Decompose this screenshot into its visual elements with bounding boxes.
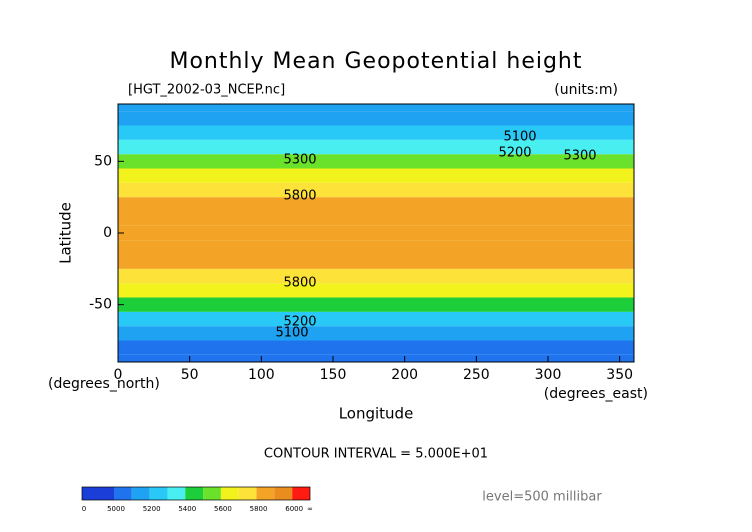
contour-label: 5200 (283, 315, 316, 330)
x-tick-label: 300 (535, 367, 562, 383)
x-tick-label: 350 (606, 367, 633, 383)
height-band (118, 154, 634, 169)
height-band (118, 268, 634, 284)
y-unit-label: (degrees_north) (48, 376, 160, 392)
height-band (118, 139, 634, 155)
height-band (118, 104, 634, 112)
contour-label: 5300 (283, 153, 316, 168)
height-band (118, 197, 634, 212)
x-tick-label: 0 (114, 367, 123, 383)
colorbar-box (274, 487, 293, 500)
level-label: level=500 millibar (482, 490, 602, 505)
x-tick-label: 250 (463, 367, 490, 383)
y-tick-label: -50 (89, 297, 112, 313)
x-axis-label: Longitude (339, 405, 414, 423)
contour-label: 5100 (275, 326, 308, 341)
colorbar-box (167, 487, 186, 500)
colorbar-box (238, 487, 257, 500)
height-band (118, 340, 634, 355)
x-tick-label: 200 (391, 367, 418, 383)
y-tick-label: 50 (94, 153, 112, 169)
height-band (118, 111, 634, 126)
x-tick-label: 50 (181, 367, 199, 383)
height-band (118, 354, 634, 362)
colorbar-tick-label: 5200 (143, 505, 161, 513)
contour-label: 5800 (283, 189, 316, 204)
y-tick-label: 0 (103, 225, 112, 241)
height-band (118, 225, 634, 241)
contour-label: 5200 (498, 146, 531, 161)
contour-label: 5100 (503, 130, 536, 145)
colorbar-box (256, 487, 275, 500)
colorbar-box (131, 487, 150, 500)
colorbar-box (292, 487, 310, 500)
height-band (118, 182, 634, 198)
colorbar-tick-label: 5600 (214, 505, 232, 513)
height-band (118, 168, 634, 183)
y-axis-label: Latitude (57, 202, 75, 264)
height-band (118, 326, 634, 341)
x-tick-label: 100 (248, 367, 275, 383)
contour-interval: CONTOUR INTERVAL = 5.000E+01 (264, 447, 488, 462)
height-band (118, 125, 634, 140)
colorbar-tick-label: 0 (82, 505, 86, 513)
colorbar-box (203, 487, 221, 500)
file-label: [HGT_2002-03_NCEP.nc] (128, 83, 285, 98)
colorbar-box (220, 487, 239, 500)
colorbar-tick-label: 6000 (285, 505, 303, 513)
colorbar-box (114, 487, 132, 500)
chart-title: Monthly Mean Geopotential height (169, 49, 582, 74)
height-band (118, 211, 634, 226)
colorbar-box (185, 487, 204, 500)
colorbar-frame (81, 486, 311, 501)
colorbar-end-label: ∞ (307, 505, 313, 513)
units-label: (units:m) (554, 82, 618, 98)
colorbar-tick-label: 5800 (250, 505, 268, 513)
contour-label: 5300 (563, 149, 596, 164)
colorbar-box (82, 487, 114, 500)
x-unit-label: (degrees_east) (544, 386, 648, 402)
height-band (118, 240, 634, 255)
height-band (118, 283, 634, 298)
height-band (118, 297, 634, 312)
contour-label: 5800 (283, 276, 316, 291)
colorbar-tick-label: 5000 (107, 505, 125, 513)
height-band (118, 254, 634, 269)
x-tick-label: 150 (320, 367, 347, 383)
colorbar-box (149, 487, 168, 500)
colorbar-tick-label: 5400 (178, 505, 196, 513)
height-band (118, 311, 634, 327)
